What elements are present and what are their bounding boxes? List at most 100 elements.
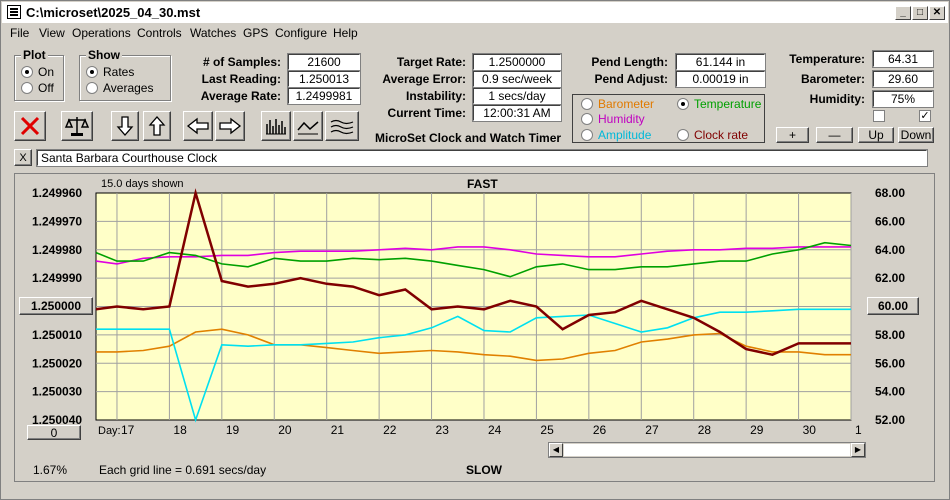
day-tick-label: 29 (750, 423, 764, 437)
sensor-barometer-radio[interactable]: Barometer (581, 97, 654, 111)
show-averages-radio[interactable]: Averages (86, 81, 153, 95)
compress-button[interactable] (261, 111, 291, 141)
day-tick-label: 21 (331, 423, 345, 437)
humidity-field: 75% (872, 90, 934, 108)
day-tick-label: 24 (488, 423, 502, 437)
sensor-clock-rate-radio[interactable]: Clock rate (677, 128, 748, 142)
day-axis-label: Day: (98, 425, 121, 437)
day-tick-label: 20 (278, 423, 292, 437)
menu-operations[interactable]: Operations (72, 26, 131, 40)
minimize-button[interactable]: _ (895, 6, 911, 20)
sensor-temperature-radio[interactable]: Temperature (677, 97, 761, 111)
average-rate-label: Average Rate: (200, 89, 281, 103)
scrollbar-track[interactable] (564, 444, 850, 456)
sensor-humidity-radio[interactable]: Humidity (581, 112, 645, 126)
rate-chart[interactable]: 17 18 19 20 21 22 23 24 25 26 27 28 29 30 1 Day: 1.24996… (15, 174, 936, 483)
maximize-button[interactable]: □ (912, 6, 928, 20)
chart-panel: 17 18 19 20 21 22 23 24 25 26 27 28 29 30 1 Day: 1.24996… (14, 173, 935, 482)
day-tick-label: 23 (436, 423, 450, 437)
barometer-label: Barometer: (800, 72, 865, 86)
checkbox-left[interactable] (873, 110, 885, 122)
minus-button[interactable]: — (816, 127, 853, 143)
menu-help[interactable]: Help (333, 26, 358, 40)
sensor-amplitude-radio[interactable]: Amplitude (581, 128, 651, 142)
average-rate-field: 1.2499981 (287, 87, 361, 105)
stop-button[interactable] (14, 111, 46, 141)
balance-button[interactable] (61, 111, 93, 141)
scroll-right-button[interactable] (215, 111, 245, 141)
right-tick-label: 56.00 (875, 356, 905, 370)
menu-gps[interactable]: GPS (243, 26, 269, 40)
show-group: Show Rates Averages (79, 48, 171, 101)
last-reading-field: 1.250013 (287, 70, 361, 88)
plot-off-radio[interactable]: Off (21, 81, 54, 95)
menu-watches[interactable]: Watches (190, 26, 237, 40)
sensor-clock-rate-label: Clock rate (694, 128, 749, 142)
day-tick-label: 28 (698, 423, 712, 437)
close-button[interactable]: ✕ (929, 6, 945, 20)
menu-view[interactable]: View (39, 26, 65, 40)
day-tick-label: 26 (593, 423, 607, 437)
sensor-barometer-label: Barometer (598, 97, 655, 111)
pend-adjust-label: Pend Adjust: (594, 72, 668, 86)
humidity-label: Humidity: (809, 92, 865, 106)
radio-dot (21, 82, 33, 94)
radio-dot (86, 66, 98, 78)
arrow-up-icon (148, 116, 166, 136)
left-tick-label: 1.250040 (32, 413, 82, 427)
scroll-up-button[interactable] (143, 111, 171, 141)
center-sensor-button[interactable]: 60.00 (867, 297, 919, 315)
right-tick-label: 64.00 (875, 243, 905, 257)
menu-configure[interactable]: Configure (275, 26, 328, 40)
checkbox-right[interactable]: ✓ (919, 110, 931, 122)
center-rate-button[interactable]: 1.250000 (19, 297, 93, 315)
zero-button[interactable]: 0 (27, 425, 81, 440)
horizontal-scrollbar[interactable]: ◀ ▶ (548, 442, 866, 458)
left-tick-label: 1.249990 (32, 271, 82, 285)
scroll-right-arrow-icon[interactable]: ▶ (851, 443, 865, 457)
day-tick-label: 25 (540, 423, 554, 437)
days-shown-label: 15.0 days shown (101, 178, 184, 190)
menu-controls[interactable]: Controls (137, 26, 182, 40)
wave-button[interactable] (293, 111, 323, 141)
sensor-humidity-label: Humidity (598, 112, 645, 126)
show-averages-label: Averages (103, 81, 154, 95)
left-tick-label: 1.249970 (32, 214, 82, 228)
pend-adjust-field[interactable]: 0.00019 in (675, 70, 766, 88)
window-title: C:\microset\2025_04_30.mst (26, 5, 201, 20)
plus-button[interactable]: + (776, 127, 809, 143)
radio-dot (21, 66, 33, 78)
down-button[interactable]: Down (898, 127, 934, 143)
show-group-label: Show (86, 48, 122, 62)
up-button[interactable]: Up (858, 127, 894, 143)
target-rate-field[interactable]: 1.2500000 (472, 53, 562, 71)
instability-label: Instability: (405, 89, 466, 103)
day-tick-label: 1 (855, 423, 862, 437)
radio-dot (581, 98, 593, 110)
radio-dot (86, 82, 98, 94)
scroll-down-button[interactable] (111, 111, 139, 141)
note-field[interactable]: Santa Barbara Courthouse Clock (36, 149, 928, 167)
radio-dot (581, 129, 593, 141)
menu-file[interactable]: File (10, 26, 30, 40)
plot-on-radio[interactable]: On (21, 65, 54, 79)
scroll-left-button[interactable] (183, 111, 213, 141)
fast-label: FAST (467, 177, 498, 191)
smooth-button[interactable] (325, 111, 359, 141)
right-tick-label: 68.00 (875, 186, 905, 200)
current-time-field: 12:00:31 AM (472, 104, 562, 122)
plot-on-label: On (38, 65, 55, 79)
show-rates-radio[interactable]: Rates (86, 65, 134, 79)
note-clear-button[interactable]: X (14, 149, 32, 166)
left-tick-label: 1.250030 (32, 385, 82, 399)
average-error-field: 0.9 sec/week (472, 70, 562, 88)
scroll-left-arrow-icon[interactable]: ◀ (549, 443, 563, 457)
series-line-amplitude (96, 308, 851, 423)
day-tick-label: 18 (173, 423, 187, 437)
arrow-down-icon (116, 116, 134, 136)
average-error-label: Average Error: (382, 72, 466, 86)
app-icon[interactable] (7, 5, 21, 19)
balance-scale-icon (64, 117, 90, 136)
pend-length-field[interactable]: 61.144 in (675, 53, 766, 71)
